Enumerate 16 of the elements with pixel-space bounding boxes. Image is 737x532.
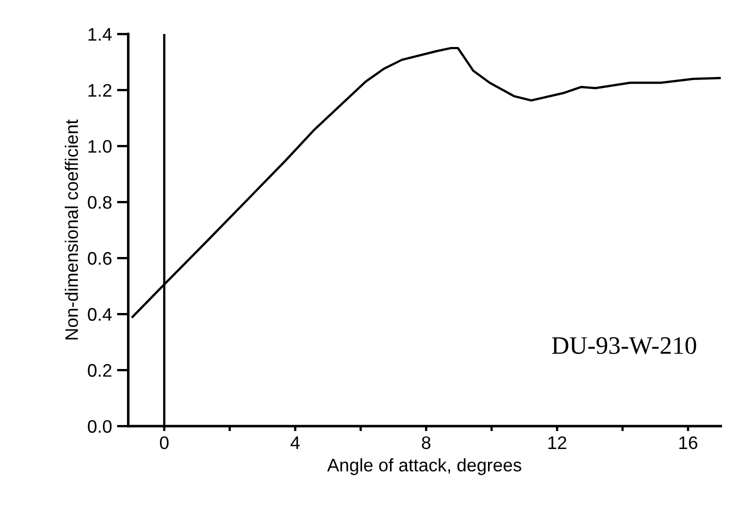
annotation: DU-93-W-210 [552, 337, 696, 354]
y-tick-label: 1.2 [88, 84, 112, 97]
y-tick-label: 1.0 [88, 140, 112, 153]
y-tick-label: 0.4 [88, 308, 112, 321]
y-tick-label: 0.6 [88, 252, 112, 265]
x-tick-label: 16 [679, 436, 698, 450]
y-tick-label: 1.4 [88, 28, 112, 41]
y-axis-title: Non-dimensional coefficient [64, 119, 78, 340]
x-axis-title: Angle of attack, degrees [327, 458, 522, 476]
x-tick-label: 0 [160, 436, 169, 450]
x-tick-label: 4 [290, 436, 300, 449]
y-tick-label: 0.2 [88, 364, 112, 377]
y-tick-label: 0.0 [88, 420, 112, 433]
x-tick-label: 12 [548, 436, 566, 449]
y-tick-label: 0.8 [88, 196, 112, 209]
x-tick-label: 8 [422, 436, 430, 450]
